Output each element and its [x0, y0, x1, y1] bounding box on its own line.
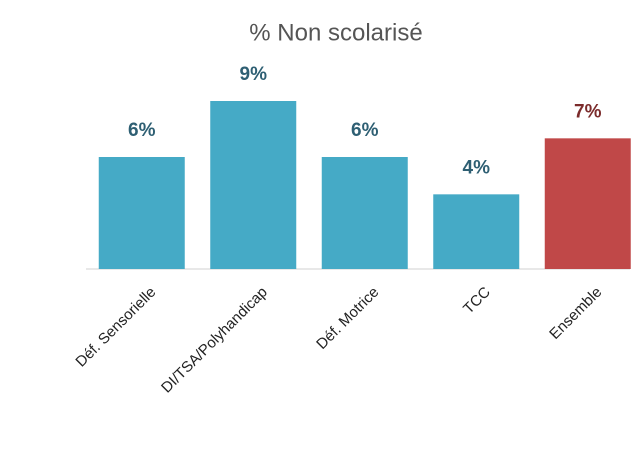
x-tick-label: Déf. Motrice [313, 284, 382, 353]
data-label: 6% [128, 120, 156, 141]
data-label: 9% [240, 64, 268, 85]
bar [433, 194, 520, 269]
bar [210, 101, 297, 269]
x-tick-label: DI/TSA/Polyhandicap [158, 284, 271, 397]
bar [98, 157, 185, 269]
x-tick-label: TCC [460, 283, 494, 317]
data-label: 6% [351, 120, 379, 141]
x-tick-label: Ensemble [546, 284, 605, 343]
data-label: 4% [463, 157, 491, 178]
bar [321, 157, 408, 269]
chart-title: % Non scolarisé [249, 19, 422, 46]
x-tick-label: Déf. Sensorielle [72, 284, 159, 371]
data-label: 7% [574, 101, 602, 122]
bar [544, 138, 631, 269]
